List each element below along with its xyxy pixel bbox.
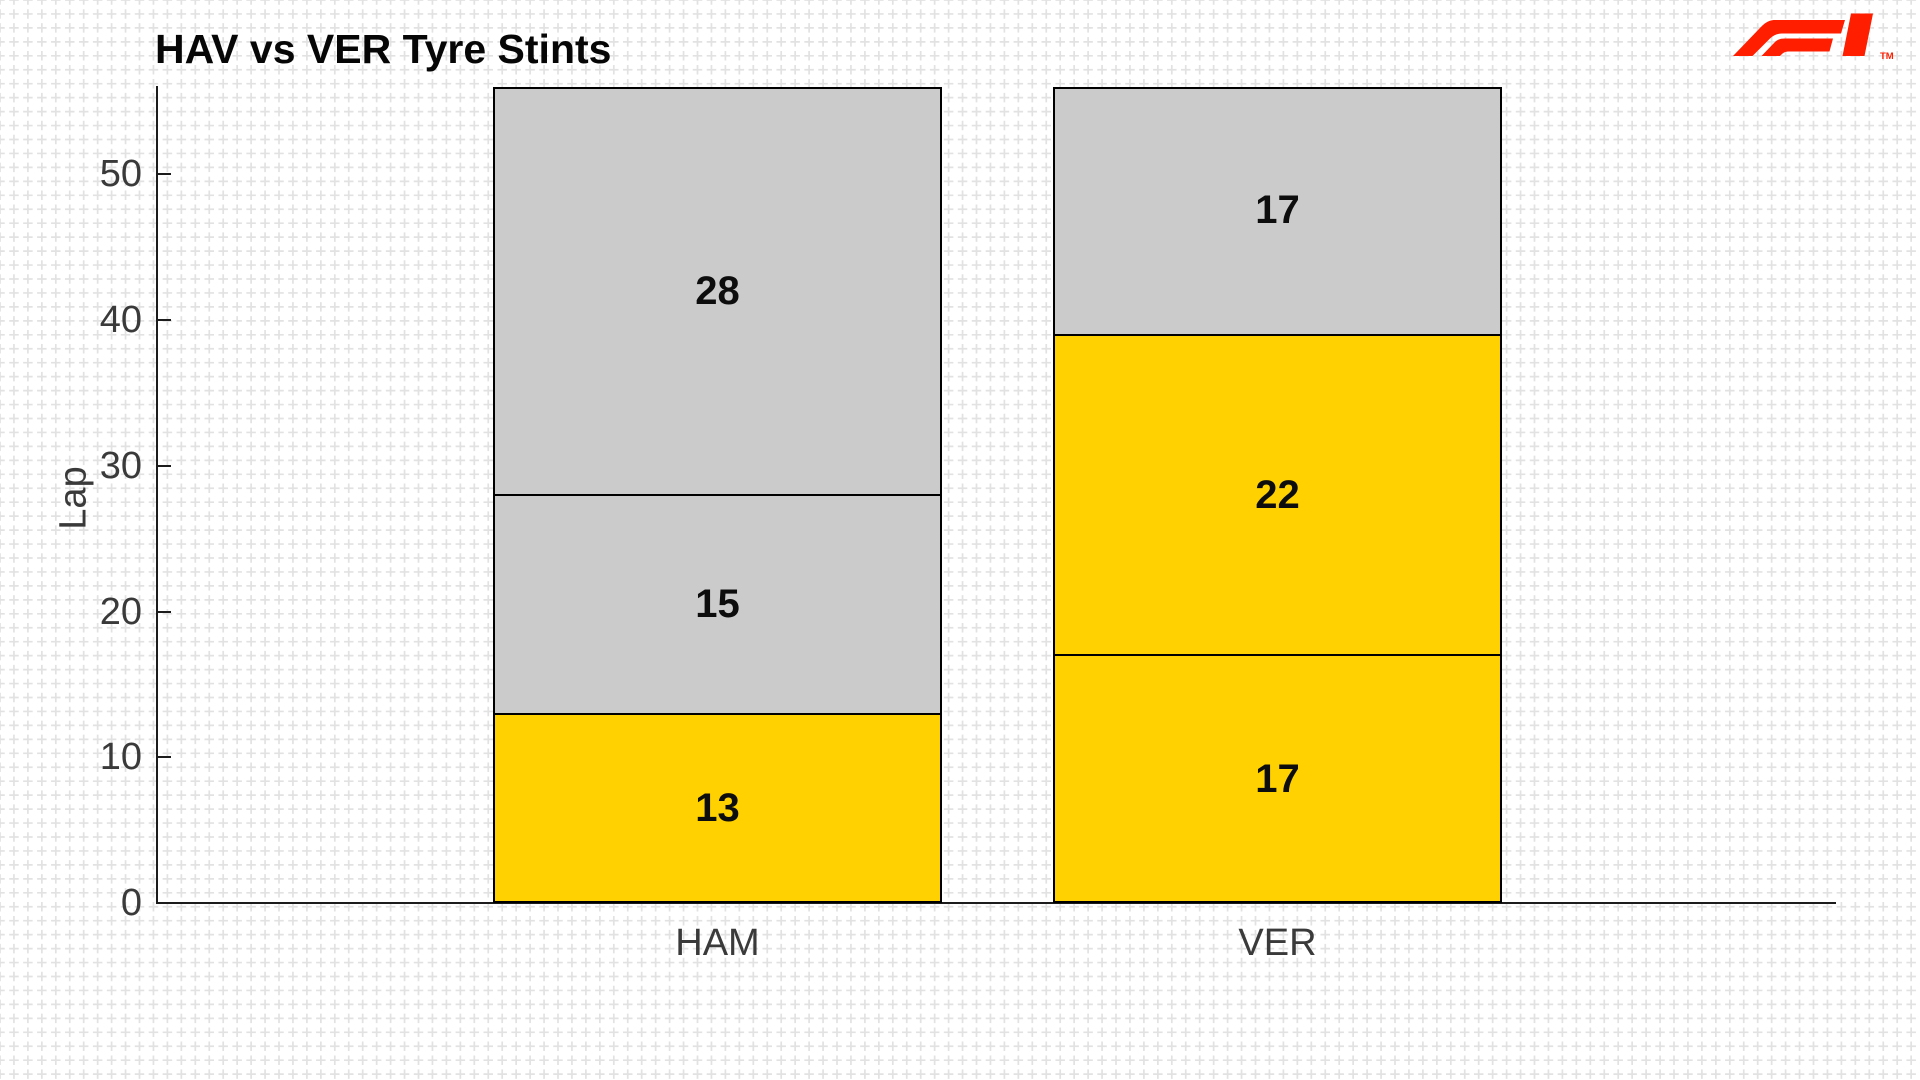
f1-logo-tm-text: TM [1880, 51, 1894, 60]
f1-logo: TM [1733, 13, 1894, 60]
y-tick-mark [158, 464, 171, 467]
stint-divider-line [493, 494, 942, 496]
bar-segment-label: 17 [1255, 756, 1300, 801]
y-tick-label: 30 [99, 444, 142, 487]
y-tick-mark [158, 902, 171, 904]
bar-segment-label: 17 [1255, 188, 1300, 233]
y-tick-mark [158, 610, 171, 613]
bar-segment-label: 13 [695, 785, 740, 830]
y-tick-mark [158, 173, 171, 176]
bar-ver: 17 22 17 [1053, 87, 1502, 903]
bar-segment: 28 [493, 87, 942, 495]
x-tick-label-ham: HAM [675, 922, 760, 964]
x-tick-label-ver: VER [1238, 922, 1317, 964]
bar-ham: 13 15 28 [493, 87, 942, 903]
bar-segment-label: 22 [1255, 472, 1300, 517]
bar-segment-label: 28 [695, 268, 740, 313]
stint-divider-line [1053, 333, 1502, 336]
y-tick-label: 10 [99, 736, 142, 779]
y-tick-label: 50 [99, 153, 142, 196]
bar-segment: 17 [1053, 655, 1502, 903]
bar-segment: 13 [493, 713, 942, 903]
x-axis-line [156, 902, 1836, 904]
bar-segment-label: 15 [695, 581, 740, 626]
f1-logo-one [1842, 13, 1873, 56]
stint-divider-line [1053, 654, 1502, 657]
y-tick-label: 40 [99, 299, 142, 342]
y-axis-line [156, 86, 158, 904]
f1-logo-lower-stripe [1761, 38, 1833, 56]
y-tick-mark [158, 319, 171, 322]
bar-segment: 15 [493, 495, 942, 714]
stint-divider-line [493, 712, 942, 715]
bar-segment: 22 [1053, 334, 1502, 656]
y-tick-label: 0 [120, 882, 142, 924]
f1-logo-upper-stripe [1733, 20, 1845, 56]
y-tick-label: 20 [99, 590, 142, 633]
bar-segment: 17 [1053, 87, 1502, 335]
y-tick-mark [158, 756, 171, 759]
chart-title: HAV vs VER Tyre Stints [155, 26, 612, 72]
